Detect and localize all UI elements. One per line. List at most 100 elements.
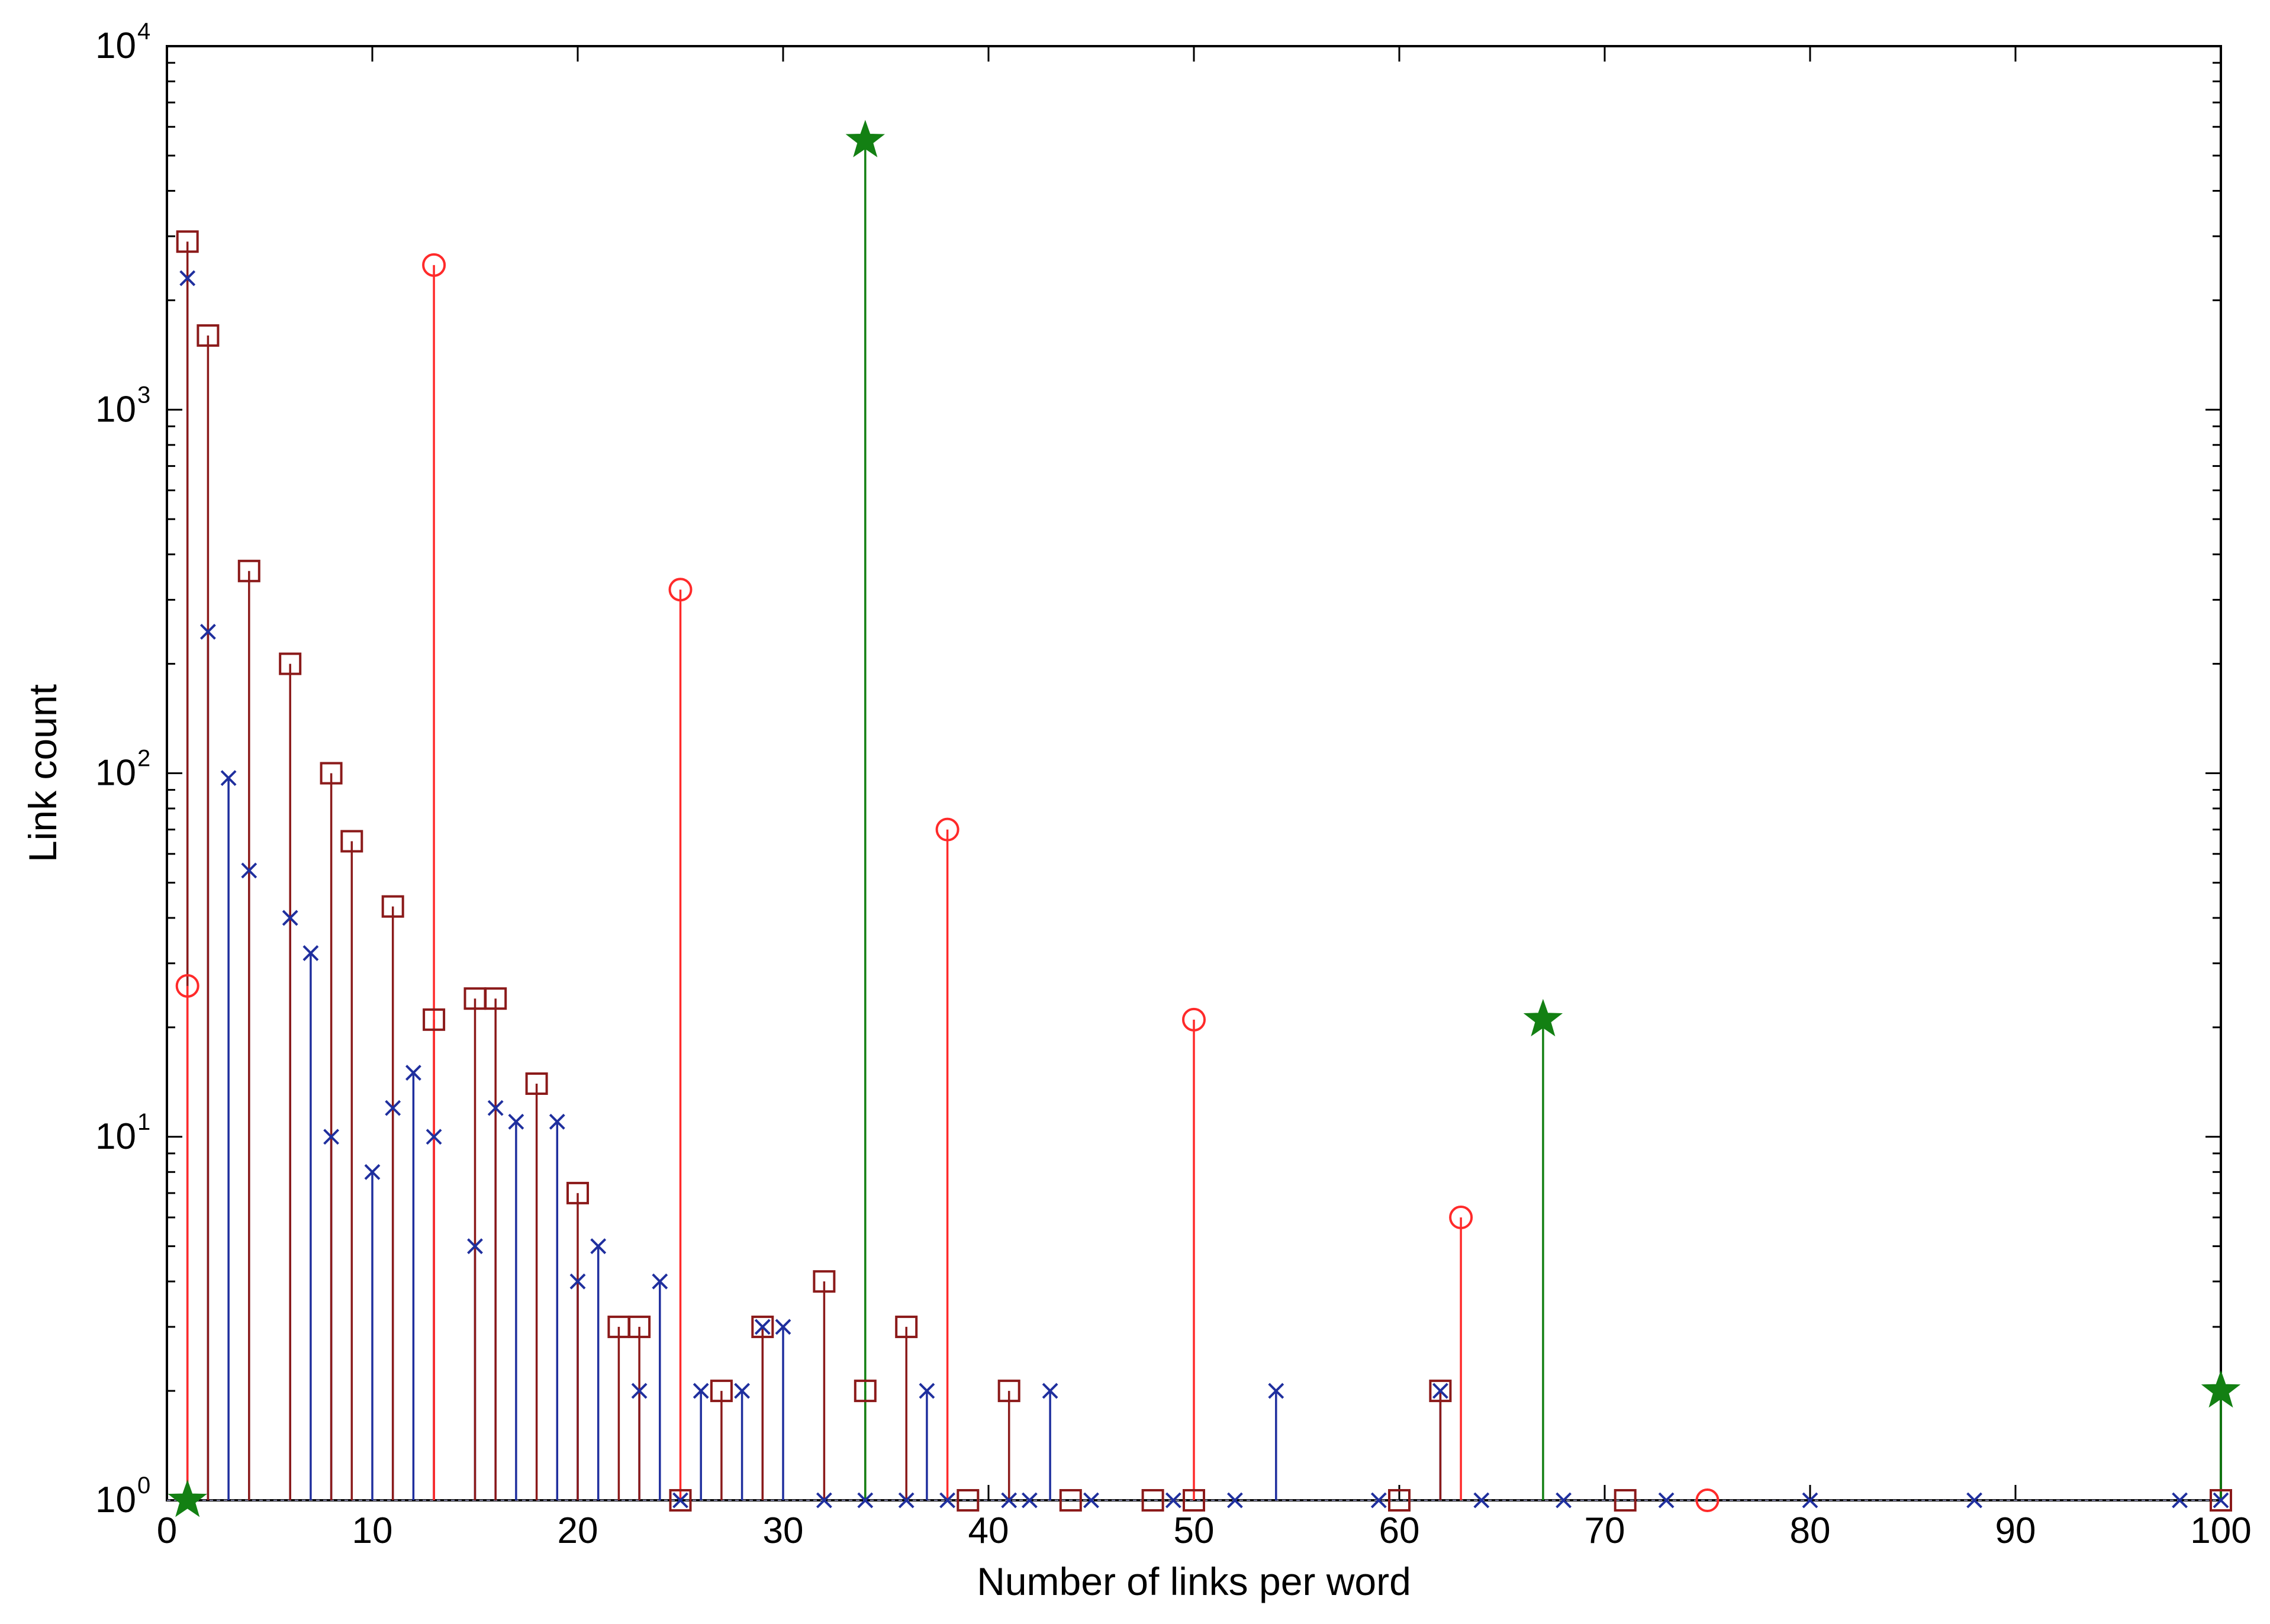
x-tick-label: 10 (352, 1510, 393, 1551)
x-marker (1966, 1492, 1983, 1509)
star-marker (168, 1479, 207, 1517)
x-marker (898, 1492, 915, 1509)
square-marker (895, 1315, 918, 1338)
square-marker (1429, 1380, 1452, 1403)
x-marker (508, 1113, 524, 1130)
x-tick-label: 0 (157, 1510, 177, 1551)
x-tick-label: 70 (1585, 1510, 1625, 1551)
x-marker (652, 1273, 668, 1290)
y-tick-exponent: 0 (137, 1472, 150, 1499)
circle-marker (422, 253, 446, 277)
x-marker (1432, 1383, 1448, 1399)
square-marker (669, 1489, 692, 1512)
x-marker (693, 1383, 709, 1399)
x-marker (487, 1100, 504, 1116)
data-stems (167, 140, 2222, 1501)
square-marker (710, 1380, 733, 1403)
square-marker (1183, 1489, 1205, 1512)
x-marker (631, 1383, 648, 1399)
y-axis-title: Link count (21, 684, 65, 862)
y-tick-exponent: 4 (137, 18, 150, 44)
x-marker (2172, 1492, 2188, 1509)
x-marker (426, 1129, 442, 1145)
circle-marker (935, 817, 959, 842)
x-marker (467, 1238, 483, 1255)
circle-marker (1449, 1206, 1473, 1230)
x-marker (1226, 1492, 1243, 1509)
square-marker (854, 1380, 877, 1403)
data-markers (168, 120, 2241, 1517)
x-marker (919, 1383, 935, 1399)
x-marker (754, 1319, 771, 1335)
x-marker (220, 770, 237, 787)
x-tick-labels: 0 10 20 30 40 50 60 70 80 90 100 (157, 1510, 2252, 1551)
square-marker (751, 1315, 774, 1338)
x-marker (241, 862, 257, 879)
square-marker (381, 895, 404, 918)
x-marker (282, 910, 298, 926)
x-marker (1001, 1492, 1018, 1509)
star-marker (845, 120, 886, 157)
square-marker (813, 1270, 836, 1293)
y-tick-exponent: 2 (137, 746, 150, 772)
x-tick-label: 40 (968, 1510, 1009, 1551)
x-marker (1021, 1492, 1038, 1509)
x-marker (364, 1164, 381, 1180)
square-marker (628, 1315, 651, 1338)
y-tick-exponent: 1 (137, 1109, 150, 1135)
x-tick-label: 50 (1174, 1510, 1215, 1551)
square-marker (197, 324, 220, 347)
x-marker (323, 1129, 340, 1145)
x-marker (405, 1065, 421, 1081)
y-tick-label: 10 (95, 753, 136, 794)
x-marker (734, 1383, 751, 1399)
x-marker (179, 270, 196, 286)
x-marker (816, 1492, 832, 1509)
square-marker (279, 652, 302, 675)
x-marker (590, 1238, 607, 1255)
square-marker (484, 987, 507, 1010)
x-marker (1370, 1492, 1387, 1509)
x-marker (1556, 1492, 1572, 1509)
x-marker (2213, 1492, 2229, 1509)
x-tick-label: 80 (1790, 1510, 1831, 1551)
x-marker (199, 624, 216, 640)
y-tick-label: 10 (95, 1116, 136, 1157)
x-marker (385, 1100, 401, 1116)
y-tick-label: 10 (95, 25, 136, 66)
circle-marker (668, 578, 693, 602)
square-marker (1614, 1489, 1637, 1512)
x-marker (1473, 1492, 1490, 1509)
x-tick-label: 100 (2190, 1510, 2251, 1551)
x-marker (569, 1273, 586, 1290)
x-marker (775, 1319, 791, 1335)
star-marker (1523, 998, 1563, 1037)
square-marker (237, 559, 260, 582)
x-axis-title: Number of links per word (977, 1559, 1411, 1603)
x-tick-label: 60 (1379, 1510, 1420, 1551)
square-marker (2210, 1489, 2232, 1512)
axis-ticks (166, 45, 2222, 1501)
x-marker (939, 1492, 956, 1509)
circle-marker (1695, 1488, 1720, 1512)
x-tick-label: 90 (1995, 1510, 2036, 1551)
y-tick-label: 10 (95, 389, 136, 430)
square-marker (1388, 1489, 1411, 1512)
square-marker (1059, 1489, 1082, 1512)
x-marker (1802, 1492, 1818, 1509)
circle-marker (175, 974, 199, 998)
x-marker (1268, 1383, 1284, 1399)
x-marker (549, 1113, 565, 1130)
square-marker (1141, 1489, 1164, 1512)
square-marker (566, 1181, 589, 1204)
x-marker (1042, 1383, 1058, 1399)
x-tick-label: 20 (558, 1510, 598, 1551)
square-marker (525, 1072, 548, 1095)
x-marker (672, 1492, 688, 1509)
x-marker (302, 945, 319, 961)
circle-marker (1182, 1007, 1206, 1032)
y-tick-label: 10 (95, 1480, 136, 1520)
square-marker (997, 1380, 1020, 1403)
